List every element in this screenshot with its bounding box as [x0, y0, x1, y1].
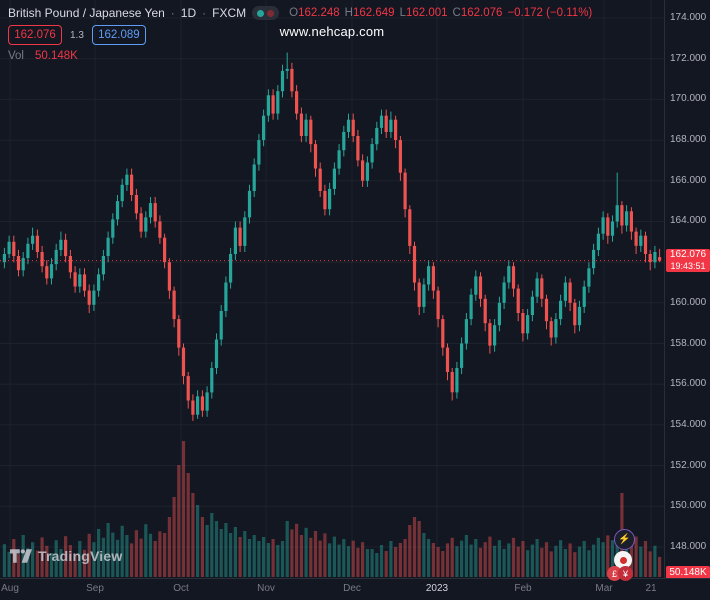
lightning-icon: ⚡ — [618, 534, 631, 545]
japan-flag-dot — [619, 556, 627, 564]
buy-button[interactable]: 162.089 — [91, 25, 146, 45]
close-value: 162.076 — [460, 7, 503, 19]
volume-label: Vol — [8, 50, 24, 62]
spread-value: 1.3 — [70, 29, 84, 41]
watermark: www.nehcap.com — [279, 24, 385, 39]
boost-button[interactable]: ⚡ — [614, 529, 635, 550]
price-axis-label: 150.000 — [670, 500, 707, 512]
volume-value: 50.148K — [35, 50, 78, 62]
volume-badge: 50.148K — [666, 566, 710, 580]
time-axis[interactable]: Aug Sep Oct Nov Dec 2023 Feb Mar 21 — [0, 578, 710, 600]
symbol-title[interactable]: British Pound / Japanese Yen — [8, 6, 165, 20]
price-axis-label: 170.000 — [670, 93, 707, 105]
time-axis-label: Nov — [257, 583, 275, 594]
price-axis-label: 156.000 — [670, 378, 707, 390]
close-label: C — [452, 7, 461, 19]
price-axis-label: 174.000 — [670, 12, 707, 23]
time-axis-label: Mar — [595, 583, 613, 594]
visibility-toggle[interactable] — [252, 6, 280, 20]
jpy-coin-icon[interactable]: ¥ — [618, 566, 633, 581]
currency-pair-icons: £ ¥ — [607, 566, 633, 581]
legend-row-volume: Vol 50.148K — [8, 50, 592, 62]
price-axis-label: 166.000 — [670, 174, 707, 186]
price-axis-label: 172.000 — [670, 52, 707, 64]
sell-button[interactable]: 162.076 — [8, 25, 62, 45]
ohlc-readout: O162.248 H162.649 L162.001 C162.076 −0.1… — [289, 7, 592, 19]
price-axis-label: 154.000 — [670, 418, 707, 430]
time-axis-label: Aug — [1, 583, 19, 594]
time-axis-label: Feb — [514, 583, 532, 594]
tradingview-logo-text: TradingView — [38, 548, 123, 564]
open-label: O — [289, 7, 299, 19]
price-axis-label: 164.000 — [670, 215, 707, 227]
time-axis-label: Dec — [343, 583, 361, 594]
current-price-value: 162.076 — [669, 248, 707, 260]
price-axis-label: 148.000 — [670, 541, 707, 552]
legend-row-quotes: 162.076 1.3 162.089 — [8, 25, 592, 45]
open-value: 162.248 — [298, 7, 340, 19]
price-axis-label: 158.000 — [670, 337, 707, 349]
low-value: 162.001 — [405, 7, 448, 19]
time-axis-label: 2023 — [425, 583, 449, 594]
bar-countdown: 19:43:51 — [670, 260, 706, 271]
low-label: L — [399, 7, 406, 19]
interval-label[interactable]: 1D — [180, 6, 197, 20]
price-axis[interactable]: 162.076 19:43:51 50.148K 174.000 172.000 1… — [664, 0, 710, 580]
candlestick-chart[interactable] — [0, 0, 710, 578]
price-axis-label: 152.000 — [670, 459, 707, 471]
current-price-badge: 162.076 19:43:51 — [666, 248, 710, 272]
legend-row-symbol: British Pound / Japanese Yen · 1D · FXCM… — [8, 6, 592, 20]
high-value: 162.649 — [352, 7, 395, 19]
exchange-label[interactable]: FXCM — [212, 6, 247, 20]
price-axis-label: 168.000 — [670, 134, 707, 146]
tradingview-mark-icon — [10, 549, 32, 563]
time-axis-label: Sep — [86, 583, 104, 594]
change-value: −0.172 (−0.11%) — [507, 7, 593, 19]
time-axis-label: 21 — [645, 583, 657, 594]
jpy-flag-icon[interactable] — [614, 551, 632, 569]
tradingview-logo[interactable]: TradingView — [10, 548, 122, 564]
high-label: H — [344, 7, 353, 19]
up-dot-icon — [257, 9, 265, 17]
separator: · — [170, 6, 175, 20]
price-axis-label: 160.000 — [670, 296, 707, 308]
separator: · — [202, 6, 207, 20]
time-axis-label: Oct — [173, 583, 189, 594]
chart-legend: British Pound / Japanese Yen · 1D · FXCM… — [8, 6, 592, 67]
down-dot-icon — [267, 9, 275, 17]
